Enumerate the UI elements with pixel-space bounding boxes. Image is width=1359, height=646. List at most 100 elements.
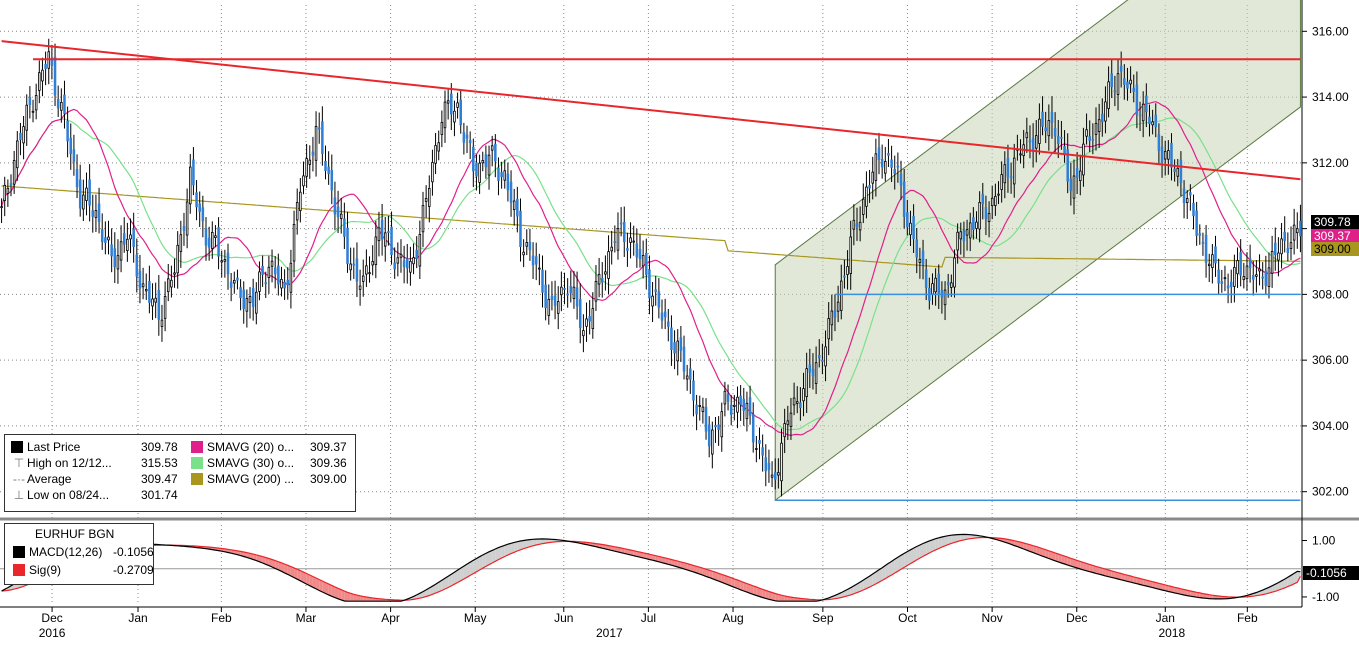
candle-body xyxy=(334,198,336,214)
candle-body xyxy=(67,121,69,141)
candle-body xyxy=(469,140,471,142)
candle-body xyxy=(605,272,607,274)
candle-body xyxy=(23,127,25,143)
candle-body xyxy=(529,242,531,249)
candle-body xyxy=(149,282,151,303)
candle-body xyxy=(1105,102,1107,121)
candle-body xyxy=(1290,243,1292,249)
candle-body xyxy=(850,237,852,273)
candle-body xyxy=(274,268,276,274)
candle-body xyxy=(1020,154,1022,155)
candle-body xyxy=(111,245,113,256)
candle-body xyxy=(101,230,103,242)
price-tick-label: 306.00 xyxy=(1312,353,1349,367)
candle-body xyxy=(388,232,390,233)
candle-body xyxy=(92,211,94,217)
price-legend: Last Price 309.78 ⊤High on 12/12... 315.… xyxy=(4,434,356,512)
legend-average-value: 309.47 xyxy=(141,471,178,487)
candle-body xyxy=(76,169,78,186)
candle-body xyxy=(749,398,751,416)
legend-macd-value: -0.1056 xyxy=(113,544,154,560)
candle-body xyxy=(419,234,421,266)
candle-body xyxy=(796,402,798,404)
candle-body xyxy=(680,338,682,351)
month-label: Jan xyxy=(1156,611,1175,625)
candle-body xyxy=(1142,104,1144,121)
candle-body xyxy=(45,64,47,68)
candle-body xyxy=(1287,249,1289,253)
candle-body xyxy=(985,208,987,219)
candle-body xyxy=(1208,264,1210,265)
candle-body xyxy=(800,403,802,408)
candle-body xyxy=(353,264,355,265)
candle-body xyxy=(70,138,72,153)
candle-body xyxy=(1224,278,1226,279)
candle-body xyxy=(674,343,676,353)
macd-legend: EURHUF BGN MACD(12,26) -0.1056 Sig(9) -0… xyxy=(4,523,154,585)
candle-body xyxy=(1252,275,1254,279)
candle-body xyxy=(435,145,437,163)
candle-body xyxy=(938,274,940,293)
candle-body xyxy=(561,287,563,295)
candle-body xyxy=(1164,151,1166,159)
candle-body xyxy=(693,381,695,400)
month-label: May xyxy=(464,611,487,625)
candle-body xyxy=(595,282,597,302)
candle-body xyxy=(903,182,905,216)
candle-body xyxy=(476,163,478,176)
candle-body xyxy=(856,224,858,227)
candle-body xyxy=(1230,282,1232,287)
candle-body xyxy=(397,258,399,263)
candle-body xyxy=(963,231,965,241)
candle-body xyxy=(318,128,320,129)
candle-body xyxy=(995,196,997,205)
candle-body xyxy=(746,403,748,418)
legend-average: -·-Average xyxy=(11,471,71,487)
candle-body xyxy=(526,243,528,247)
candle-body xyxy=(309,160,311,164)
candle-body xyxy=(1293,225,1295,240)
candle-body xyxy=(991,198,993,205)
legend-low: ⊥Low on 08/24... xyxy=(11,487,109,503)
candle-body xyxy=(366,266,368,274)
candle-body xyxy=(152,299,154,306)
candle-body xyxy=(840,281,842,310)
candle-body xyxy=(683,347,685,371)
candle-body xyxy=(513,201,515,210)
candle-body xyxy=(89,180,91,205)
candle-body xyxy=(450,94,452,114)
macd-histogram-fill xyxy=(910,548,913,564)
legend-signal: Sig(9) xyxy=(13,562,61,578)
candle-body xyxy=(139,271,141,288)
candle-body xyxy=(321,122,323,154)
candle-body xyxy=(315,126,317,160)
candle-body xyxy=(947,283,949,285)
candle-body xyxy=(853,220,855,229)
candle-body xyxy=(972,218,974,230)
candle-body xyxy=(199,204,201,212)
candle-body xyxy=(432,162,434,181)
candle-body xyxy=(1111,74,1113,87)
candle-body xyxy=(538,268,540,269)
candle-body xyxy=(721,412,723,437)
candle-body xyxy=(504,171,506,180)
candle-body xyxy=(328,167,330,174)
candle-body xyxy=(844,276,846,277)
candle-body xyxy=(1123,79,1125,85)
candle-body xyxy=(189,167,191,204)
candle-body xyxy=(589,316,591,321)
macd-histogram-fill xyxy=(901,553,904,569)
candle-body xyxy=(243,290,245,308)
candle-body xyxy=(7,188,9,193)
last-price-swatch xyxy=(11,441,23,453)
candle-body xyxy=(211,232,213,248)
candle-body xyxy=(1013,158,1015,184)
candle-body xyxy=(1215,247,1217,263)
candle-body xyxy=(1010,177,1012,178)
candle-body xyxy=(1086,130,1088,136)
candle-body xyxy=(1155,115,1157,127)
candle-body xyxy=(652,296,654,306)
candle-body xyxy=(447,101,449,103)
candle-body xyxy=(1161,147,1163,162)
candle-body xyxy=(671,328,673,350)
